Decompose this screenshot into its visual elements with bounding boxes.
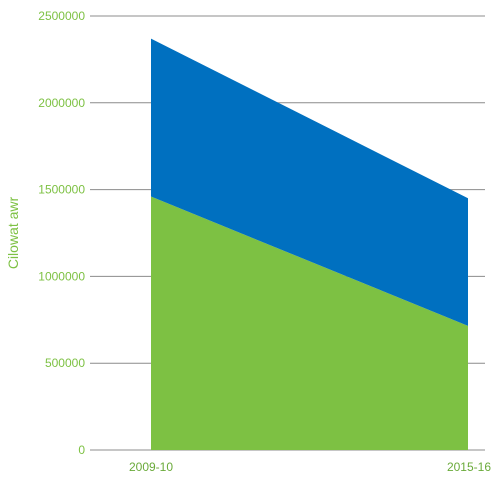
area-series xyxy=(151,38,468,450)
x-axis-ticks: 2009-10 2015-16 xyxy=(129,460,491,474)
y-tick-label: 1000000 xyxy=(38,269,85,283)
area-series-path xyxy=(151,196,468,450)
y-tick-label: 2500000 xyxy=(38,9,85,23)
area-series-path xyxy=(151,38,468,326)
y-tick-label: 1500000 xyxy=(38,183,85,197)
y-tick-label: 500000 xyxy=(45,356,85,370)
y-tick-label: 2000000 xyxy=(38,96,85,110)
y-axis-label: Cilowat awr xyxy=(5,196,21,269)
y-tick-label: 0 xyxy=(78,443,85,457)
x-tick-label: 2015-16 xyxy=(447,460,491,474)
y-axis-ticks: 0 500000 1000000 1500000 2000000 2500000 xyxy=(38,9,85,457)
x-tick-label: 2009-10 xyxy=(129,460,173,474)
